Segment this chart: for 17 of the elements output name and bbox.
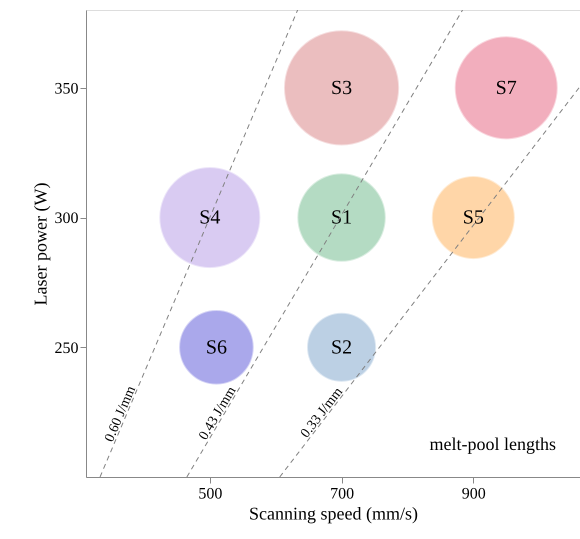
y-tick-label: 300 — [54, 210, 78, 228]
series-label: S5 — [462, 206, 484, 229]
y-tick-label: 250 — [54, 340, 78, 357]
x-axis-title: Scanning speed (mm/s) — [249, 504, 418, 524]
series-label: S7 — [496, 76, 517, 99]
series-label: S2 — [331, 336, 352, 358]
y-tick-label: 350 — [54, 80, 78, 98]
series-label: S3 — [331, 76, 352, 99]
series-label: S4 — [199, 206, 220, 229]
x-tick-label: 700 — [330, 486, 354, 502]
annotation: melt-pool lengths — [430, 434, 556, 454]
x-tick-label: 900 — [462, 486, 486, 502]
series-label: S1 — [331, 206, 352, 229]
series-label: S6 — [206, 336, 227, 358]
text: 0.60 J/mm — [102, 384, 140, 444]
y-axis-title: Laser power (W) — [30, 182, 50, 306]
x-tick-label: 500 — [198, 486, 222, 502]
